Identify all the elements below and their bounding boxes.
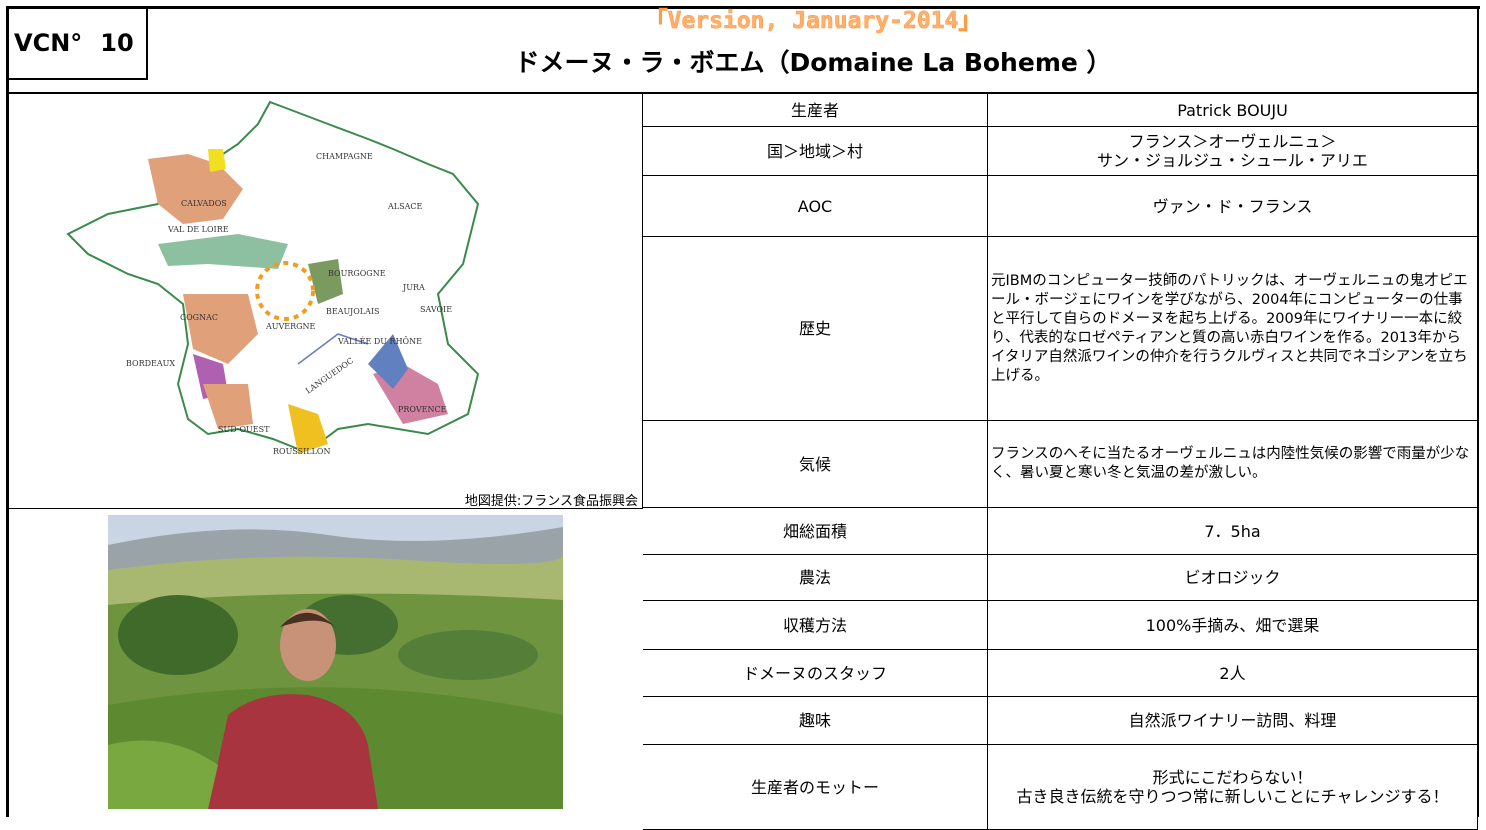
map: CHAMPAGNE CALVADOS ALSACE VAL DE LOIRE B… <box>66 100 480 456</box>
map-label: CALVADOS <box>181 199 227 208</box>
map-label: COGNAC <box>180 313 218 322</box>
value-cell: 元IBMのコンピューター技師のパトリックは、オーヴェルニュの鬼才ピエール・ボージ… <box>988 237 1478 421</box>
region <box>368 334 408 389</box>
header-rule <box>8 92 1478 94</box>
region <box>203 384 253 429</box>
map-label: SAVOIE <box>420 305 452 314</box>
label-cell: 気候 <box>643 421 988 508</box>
region <box>208 149 226 172</box>
label-cell: 趣味 <box>643 697 988 745</box>
label-cell: AOC <box>643 176 988 237</box>
doc-title: ドメーヌ・ラ・ボエム（Domaine La Boheme ） <box>514 48 1112 77</box>
producer-photo <box>108 515 563 809</box>
value-cell: 7．5ha <box>988 508 1478 555</box>
location-circle <box>255 261 315 321</box>
label-cell: 国＞地域＞村 <box>643 127 988 176</box>
id-cell: VCN° 10 <box>8 8 148 80</box>
label-cell: 歴史 <box>643 237 988 421</box>
id-number: 10 <box>100 29 134 57</box>
value-cell: 100%手摘み、畑で選果 <box>988 601 1478 650</box>
value-cell: 2人 <box>988 650 1478 697</box>
river <box>297 333 369 365</box>
value-cell: ビオロジック <box>988 555 1478 601</box>
label-cell: 畑総面積 <box>643 508 988 555</box>
region <box>158 234 288 269</box>
map-label: PROVENCE <box>398 405 447 414</box>
label-cell: 生産者のモットー <box>643 745 988 830</box>
id-label: VCN° <box>14 29 83 57</box>
top-border <box>6 6 1480 9</box>
right-border <box>1477 6 1479 817</box>
map-label: BOURGOGNE <box>328 269 386 278</box>
value-cell: 自然派ワイナリー訪問、料理 <box>988 697 1478 745</box>
label-cell: 農法 <box>643 555 988 601</box>
map-credit: 地図提供:フランス食品振興会 <box>464 494 638 509</box>
value-cell: フランス＞オーヴェルニュ＞ サン・ジョルジュ・シュール・アリエ <box>988 127 1478 176</box>
label-cell: 収穫方法 <box>643 601 988 650</box>
map-label: ALSACE <box>387 202 422 211</box>
region <box>148 154 243 224</box>
label-cell: ドメーヌのスタッフ <box>643 650 988 697</box>
map-label: ROUSSILLON <box>273 447 331 456</box>
map-label: JURA <box>402 283 425 292</box>
value-cell: フランスのへそに当たるオーヴェルニュは内陸性気候の影響で雨量が少なく、暑い夏と寒… <box>988 421 1478 508</box>
map-label: SUD-OUEST <box>218 425 270 434</box>
value-cell: ヴァン・ド・フランス <box>988 176 1478 237</box>
region <box>183 294 258 364</box>
region <box>308 259 343 304</box>
value-cell: 形式にこだわらない！ 古き良き伝統を守りつつ常に新しいことにチャレンジする！ <box>988 745 1478 830</box>
map-cell: CHAMPAGNE CALVADOS ALSACE VAL DE LOIRE B… <box>8 94 643 509</box>
map-label: CHAMPAGNE <box>316 152 373 161</box>
version: 「Version, January-2014」 <box>644 8 982 35</box>
map-label: AUVERGNE <box>265 322 316 331</box>
value-cell: Patrick BOUJU <box>988 94 1478 127</box>
label-cell: 生産者 <box>643 94 988 127</box>
map-label: VALLÉE DU RHÔNE <box>337 337 422 346</box>
map-label: BORDEAUX <box>126 359 175 368</box>
region <box>288 404 328 454</box>
map-label: BEAUJOLAIS <box>326 307 380 316</box>
map-label: VAL DE LOIRE <box>167 225 229 234</box>
left-border <box>6 6 9 817</box>
